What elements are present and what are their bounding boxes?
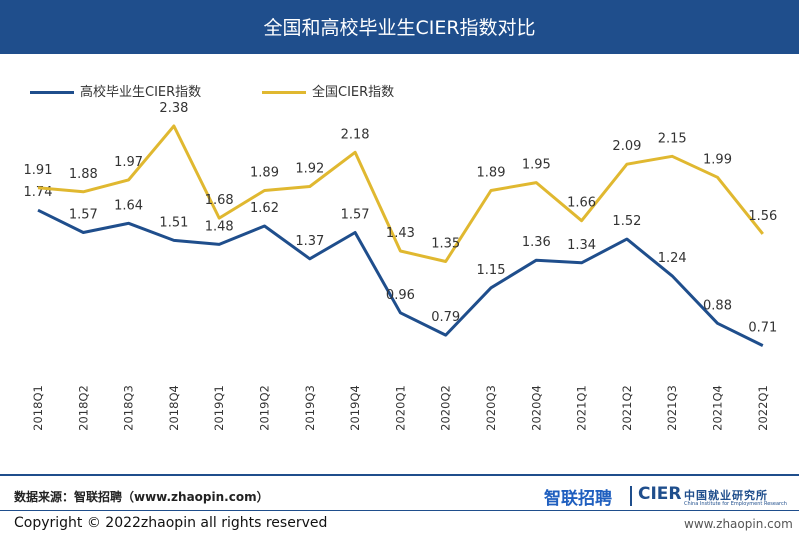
data-label-national: 1.89 (477, 165, 506, 180)
data-label-graduate: 1.57 (341, 208, 370, 223)
data-label-graduate: 1.64 (114, 198, 143, 213)
x-tick-label: 2020Q3 (484, 385, 498, 431)
data-label-graduate: 1.37 (295, 234, 324, 249)
legend-item-national: 全国CIER指数 (262, 81, 394, 100)
series-line-national (37, 124, 764, 263)
data-label-national: 1.89 (250, 165, 279, 180)
page-title: 全国和高校毕业生CIER指数对比 (263, 17, 536, 39)
data-label-graduate: 1.15 (477, 263, 506, 278)
x-tick-label: 2019Q4 (348, 385, 362, 431)
data-label-national: 1.95 (522, 158, 551, 173)
x-tick-label: 2018Q1 (31, 385, 45, 431)
data-label-national: 1.92 (295, 162, 324, 177)
data-label-national: 1.88 (69, 167, 98, 182)
x-tick-label: 2021Q3 (665, 385, 679, 431)
data-label-graduate: 1.57 (69, 208, 98, 223)
data-label-national: 1.66 (567, 196, 596, 211)
data-label-graduate: 1.52 (612, 214, 641, 229)
x-tick-label: 2021Q4 (711, 385, 725, 431)
legend-swatch-national (262, 91, 306, 94)
data-label-graduate: 1.48 (205, 219, 234, 234)
title-bar: 全国和高校毕业生CIER指数对比 (0, 0, 799, 54)
data-label-graduate: 0.79 (431, 310, 460, 325)
x-tick-label: 2020Q2 (439, 385, 453, 431)
line-chart: 1.741.571.641.51 1.481.621.371.570.960.79… (24, 101, 778, 431)
copyright: Copyright © 2022zhaopin all rights reser… (14, 515, 328, 531)
cier-logo-en: China Institute for Employment Research (684, 501, 787, 507)
logo-separator (630, 486, 632, 506)
data-label-graduate: 1.51 (159, 215, 188, 230)
data-label-national: 2.09 (612, 139, 641, 154)
data-label-national: 1.56 (748, 209, 777, 224)
cier-logo: CIER (638, 484, 682, 504)
footer-divider-bottom (0, 510, 799, 511)
data-label-graduate: 0.96 (386, 288, 415, 303)
data-label-national: 2.15 (658, 131, 687, 146)
x-tick-label: 2022Q1 (756, 385, 770, 431)
series-line-graduate (37, 208, 764, 347)
data-label-graduate: 0.71 (748, 321, 777, 336)
legend-label-graduate: 高校毕业生CIER指数 (80, 85, 202, 100)
data-label-national: 1.99 (703, 152, 732, 167)
data-label-national: 1.68 (205, 193, 234, 208)
data-label-national: 1.35 (431, 236, 460, 251)
cier-logo-cn: 中国就业研究所 (684, 489, 768, 502)
x-tick-label: 2021Q1 (575, 385, 589, 431)
data-label-national: 2.38 (159, 101, 188, 116)
x-tick-label: 2019Q2 (258, 385, 272, 431)
data-label-national: 2.18 (341, 127, 370, 142)
footer-divider-top (0, 474, 799, 476)
data-label-graduate: 1.36 (522, 235, 551, 250)
data-label-graduate: 1.24 (658, 251, 687, 266)
x-tick-label: 2019Q3 (303, 385, 317, 431)
x-tick-label: 2020Q4 (529, 385, 543, 431)
x-tick-label: 2018Q2 (76, 385, 90, 431)
legend-label-national: 全国CIER指数 (312, 85, 395, 100)
data-label-national: 1.91 (24, 163, 53, 178)
data-label-graduate: 0.88 (703, 298, 732, 313)
data-source: 数据来源：智联招聘（www.zhaopin.com） (14, 490, 269, 504)
data-label-national: 1.43 (386, 226, 415, 241)
x-tick-label: 2020Q1 (393, 385, 407, 431)
x-tick-label: 2018Q4 (167, 385, 181, 431)
data-label-national: 1.97 (114, 155, 143, 170)
x-tick-label: 2019Q1 (212, 385, 226, 431)
legend-swatch-graduate (30, 91, 74, 94)
data-label-graduate: 1.34 (567, 238, 596, 253)
data-label-graduate: 1.62 (250, 201, 279, 216)
legend-item-graduate: 高校毕业生CIER指数 (30, 81, 201, 100)
x-tick-label: 2018Q3 (122, 385, 136, 431)
zhaopin-logo: 智联招聘 (544, 489, 612, 509)
website-url: www.zhaopin.com (684, 517, 793, 531)
x-tick-label: 2021Q2 (620, 385, 634, 431)
